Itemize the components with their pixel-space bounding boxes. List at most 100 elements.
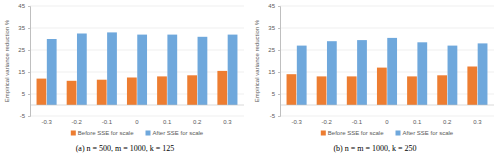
y-tick: 45: [18, 3, 30, 9]
legend-item: Before SSE for scale: [71, 130, 134, 136]
bar: [437, 75, 447, 105]
legend-item: After SSE for scale: [146, 130, 204, 136]
x-tick-label: 0.3: [473, 119, 482, 125]
x-tick: 0.3: [473, 116, 482, 125]
y-axis-line: [278, 7, 281, 117]
x-tick-label: -0.2: [72, 119, 83, 125]
y-tick-mark: [28, 94, 30, 95]
bar: [287, 74, 297, 105]
y-tick-mark: [278, 50, 280, 51]
y-tick: 5: [22, 91, 30, 97]
bar: [297, 46, 307, 105]
y-tick-mark: [278, 116, 280, 117]
x-tick-label: 0.2: [193, 119, 202, 125]
bar: [228, 35, 238, 105]
panel: -5515253545-0.3-0.2-0.100.10.20.3Empiric…: [4, 3, 244, 153]
bar: [217, 71, 227, 105]
y-tick: 5: [272, 91, 280, 97]
grid-line: [280, 6, 494, 7]
x-axis: -0.3-0.2-0.100.10.20.3: [41, 116, 232, 125]
legend-item: Before SSE for scale: [321, 130, 384, 136]
bar: [127, 78, 137, 106]
y-tick-label: 45: [268, 3, 275, 9]
x-tick: 0: [385, 116, 389, 125]
bar: [448, 46, 458, 105]
legend-label: Before SSE for scale: [78, 130, 134, 136]
y-tick: 15: [268, 69, 280, 75]
x-tick-label: -0.2: [322, 119, 333, 125]
bar: [97, 80, 107, 105]
grid: [280, 6, 494, 116]
y-tick-label: 25: [268, 47, 275, 53]
grid-line: [30, 28, 244, 29]
y-tick-label: -5: [20, 113, 26, 119]
y-axis: -5515253545: [18, 3, 30, 119]
y-tick: 35: [18, 25, 30, 31]
grid-line: [280, 72, 494, 73]
legend-swatch: [321, 131, 326, 136]
x-tick: -0.1: [102, 116, 113, 125]
x-axis: -0.3 -0.2 -0.1 0 0.1 0.2 0.3: [291, 116, 482, 125]
grid-line: [30, 6, 244, 7]
y-tick: -5: [270, 113, 280, 119]
bar: [407, 76, 417, 105]
zero-line: [30, 105, 244, 106]
panel: -5 5 15 25 35 45 -0.3 -0.2 -0.1 0 0.1 0.2 0.3 Empiric…: [254, 3, 494, 153]
x-tick: -0.2: [322, 116, 333, 125]
y-tick-label: -5: [270, 113, 276, 119]
y-tick-label: 35: [268, 25, 275, 31]
grid-line: [30, 50, 244, 51]
y-tick-label: 45: [18, 3, 25, 9]
bars: [37, 32, 238, 105]
caption: (b) n = m = 1000, k = 250: [333, 144, 416, 153]
x-tick: -0.1: [352, 116, 363, 125]
y-axis-title: Empirical variance reduction %: [254, 19, 260, 102]
x-tick: -0.3: [41, 116, 52, 125]
bar: [357, 40, 367, 105]
bar: [37, 79, 47, 105]
y-axis-title: Empirical variance reduction %: [4, 19, 10, 102]
x-tick-label: 0.1: [163, 119, 172, 125]
grid-line: [280, 116, 494, 117]
y-tick-mark: [278, 28, 280, 29]
x-tick-label: 0.1: [413, 119, 422, 125]
y-tick-mark: [278, 94, 280, 95]
legend: Before SSE for scale After SSE for scale: [71, 130, 204, 136]
y-tick: 25: [268, 47, 280, 53]
bar: [417, 42, 427, 105]
y-tick: 15: [18, 69, 30, 75]
bar: [317, 76, 327, 105]
bar: [157, 76, 167, 105]
y-tick: 35: [268, 25, 280, 31]
bar: [347, 76, 357, 105]
bar: [47, 39, 57, 105]
grid-line: [30, 94, 244, 95]
x-tick: -0.2: [72, 116, 83, 125]
legend-swatch: [146, 131, 151, 136]
x-tick: -0.3: [291, 116, 302, 125]
bar: [107, 32, 117, 105]
legend-label: After SSE for scale: [153, 130, 204, 136]
bar: [167, 35, 177, 105]
legend-label: Before SSE for scale: [328, 130, 384, 136]
x-tick-label: 0.3: [223, 119, 232, 125]
grid-line: [30, 116, 244, 117]
y-tick-label: 15: [268, 69, 275, 75]
y-tick-mark: [28, 72, 30, 73]
zero-line: [280, 105, 494, 106]
y-axis-line: [28, 7, 31, 117]
y-tick-mark: [28, 50, 30, 51]
y-tick-label: 15: [18, 69, 25, 75]
grid-line: [280, 28, 494, 29]
bar: [377, 68, 387, 105]
x-tick: 0.3: [223, 116, 232, 125]
x-tick-label: -0.3: [41, 119, 52, 125]
legend: Before SSE for scaleAfter SSE for scale: [321, 130, 454, 136]
bar: [478, 43, 488, 105]
y-tick-label: 5: [22, 91, 26, 97]
grid-line: [280, 50, 494, 51]
x-tick-label: 0.2: [443, 119, 452, 125]
x-tick-label: -0.1: [352, 119, 363, 125]
y-axis: -5 5 15 25 35 45: [268, 3, 280, 119]
bar: [198, 37, 208, 105]
